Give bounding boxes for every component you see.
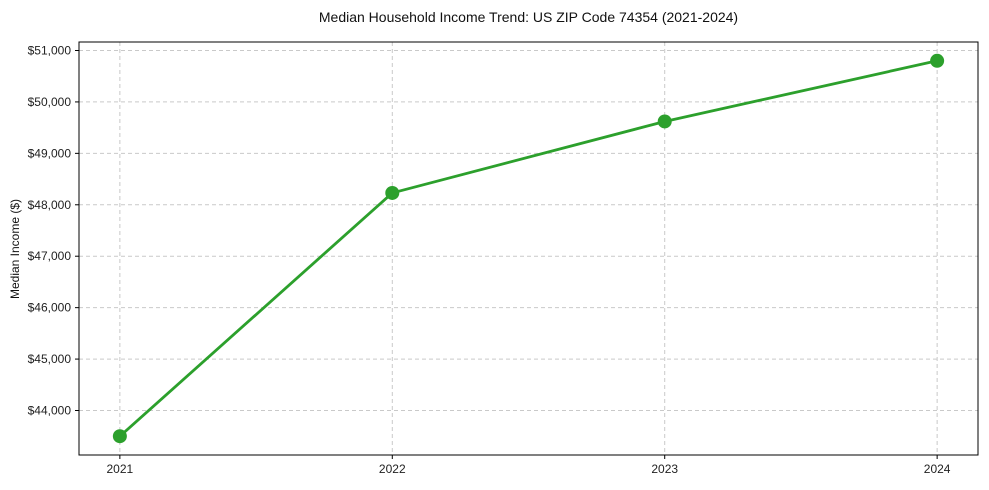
data-point-2024 [930,53,945,68]
y-tick-label: $49,000 [28,146,72,160]
x-tick-label: 2023 [651,462,678,476]
y-tick-label: $50,000 [28,95,72,109]
data-point-2021 [112,429,127,444]
y-tick-label: $51,000 [28,43,72,57]
y-tick-label: $48,000 [28,198,72,212]
y-tick-label: $44,000 [28,404,72,418]
data-point-2023 [657,114,672,129]
income-trend-line [118,59,939,438]
y-tick-label: $47,000 [28,249,72,263]
y-tick-label: $46,000 [28,301,72,315]
data-point-2022 [385,185,400,200]
x-tick-label: 2022 [379,462,406,476]
chart-title: Median Household Income Trend: US ZIP Co… [318,9,739,25]
y-tick-label: $45,000 [28,352,72,366]
plot-border [78,41,979,456]
x-tick-label: 2024 [924,462,951,476]
x-tick-label: 2021 [107,462,134,476]
